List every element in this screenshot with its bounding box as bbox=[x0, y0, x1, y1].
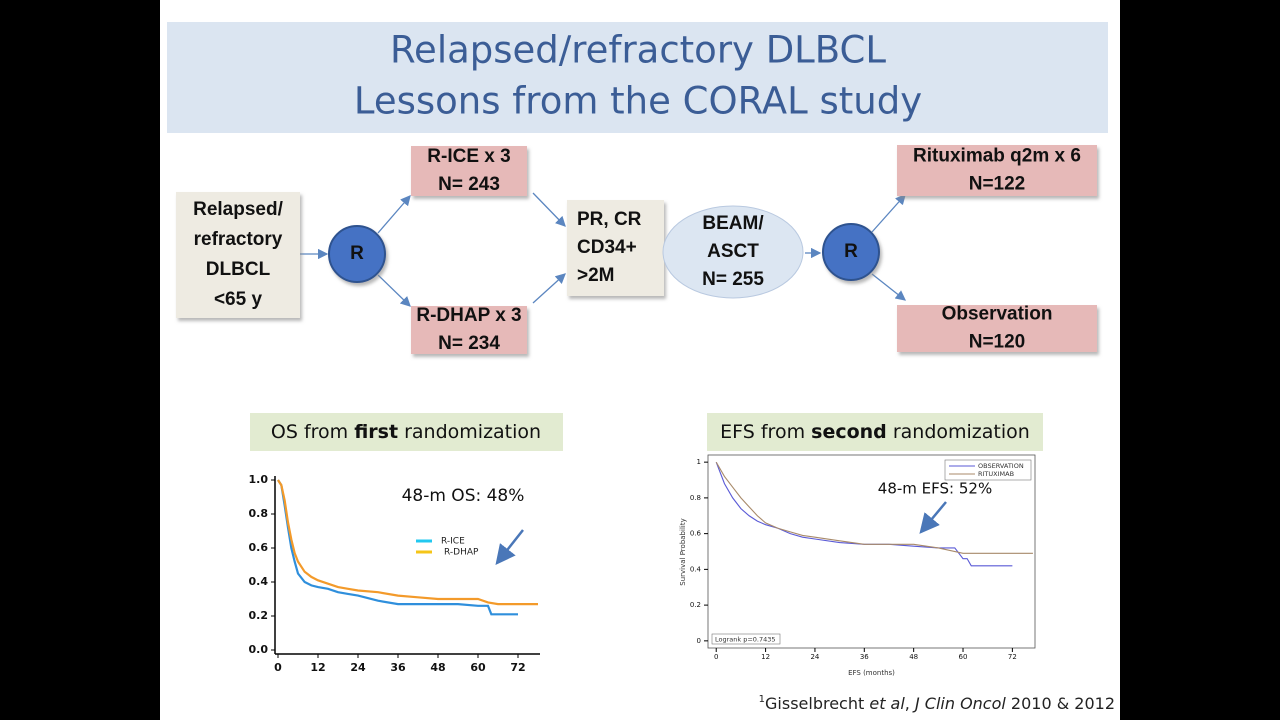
heading-part: randomization bbox=[887, 421, 1030, 443]
y-tick-label: 0.4 bbox=[690, 565, 702, 573]
legend-label: RITUXIMAB bbox=[978, 470, 1014, 478]
y-tick-label: 0.4 bbox=[249, 575, 269, 588]
survival-curve bbox=[715, 461, 1033, 554]
node-label: N=120 bbox=[969, 332, 1026, 353]
node-label: R-DHAP x 3 bbox=[416, 305, 521, 326]
title-band bbox=[167, 22, 1108, 133]
node-label: ASCT bbox=[707, 241, 759, 262]
legend-box bbox=[944, 459, 1032, 481]
node-label: <65 y bbox=[214, 289, 263, 310]
node-label: Observation bbox=[942, 304, 1053, 325]
footnote-part: et al bbox=[869, 694, 905, 713]
footnote-part: 2010 & 2012 bbox=[1006, 694, 1115, 713]
x-tick-label: 60 bbox=[959, 653, 968, 661]
y-tick-label: 0.0 bbox=[249, 643, 269, 656]
node-circle bbox=[328, 225, 386, 283]
y-tick-label: 0.2 bbox=[690, 601, 701, 609]
x-tick-label: 72 bbox=[510, 661, 525, 674]
node-label: Rituximab q2m x 6 bbox=[913, 146, 1081, 167]
y-tick-label: 0.8 bbox=[249, 507, 269, 520]
x-tick-label: 36 bbox=[860, 653, 869, 661]
node-box bbox=[897, 145, 1097, 196]
node-box bbox=[567, 200, 664, 296]
y-tick-label: 0 bbox=[697, 637, 701, 645]
legend-label: R-ICE bbox=[441, 537, 465, 547]
node-label: N= 255 bbox=[702, 269, 764, 290]
node-label: N=122 bbox=[969, 174, 1026, 195]
node-label: PR, CR bbox=[577, 209, 642, 230]
y-tick-label: 0.6 bbox=[690, 530, 702, 538]
heading-part: OS from bbox=[271, 421, 354, 443]
node-label: Relapsed/ bbox=[193, 199, 283, 220]
x-tick-label: 12 bbox=[310, 661, 325, 674]
x-tick-label: 48 bbox=[909, 653, 918, 661]
annotation: 48-m EFS: 52% bbox=[878, 480, 992, 498]
footnote-part: Gisselbrecht bbox=[765, 694, 869, 713]
x-axis-label: EFS (months) bbox=[848, 669, 895, 677]
heading-part: first bbox=[354, 421, 398, 443]
y-tick-label: 0.2 bbox=[249, 609, 269, 622]
node-label: R bbox=[844, 241, 858, 262]
node-box bbox=[411, 306, 527, 354]
y-tick-label: 0.6 bbox=[249, 541, 269, 554]
x-tick-label: 36 bbox=[390, 661, 406, 674]
y-tick-label: 0.8 bbox=[690, 494, 701, 502]
x-tick-label: 24 bbox=[810, 653, 819, 661]
connectors bbox=[300, 192, 947, 565]
node-label: DLBCL bbox=[206, 259, 271, 280]
footnote: 1Gisselbrecht et al, J Clin Oncol 2010 &… bbox=[759, 694, 1115, 713]
node-label: N= 234 bbox=[438, 333, 500, 354]
y-tick-label: 1 bbox=[697, 458, 701, 466]
y-axis-label: Survival Probability bbox=[679, 518, 687, 585]
plot-frame bbox=[707, 454, 1036, 649]
heading-part: second bbox=[811, 421, 887, 443]
x-tick-label: 12 bbox=[761, 653, 770, 661]
node-box bbox=[897, 305, 1097, 352]
x-tick-label: 72 bbox=[1008, 653, 1017, 661]
heading-box bbox=[707, 413, 1043, 451]
node-label: R-ICE x 3 bbox=[427, 146, 510, 167]
note-box bbox=[711, 633, 781, 645]
title: Lessons from the CORAL study bbox=[354, 80, 922, 123]
title: Relapsed/refractory DLBCL bbox=[390, 29, 886, 72]
x-tick-label: 60 bbox=[470, 661, 486, 674]
footnote-part: 1 bbox=[759, 694, 765, 705]
x-tick-label: 0 bbox=[714, 653, 718, 661]
note: Logrank p=0.7435 bbox=[715, 636, 776, 644]
node-label: R bbox=[350, 243, 364, 264]
legend-label: OBSERVATION bbox=[978, 462, 1024, 470]
node-label: CD34+ bbox=[577, 237, 637, 258]
node-box bbox=[176, 192, 300, 318]
heading-box bbox=[250, 413, 563, 451]
node-label: refractory bbox=[194, 229, 283, 250]
heading-part: randomization bbox=[398, 421, 541, 443]
node-box bbox=[411, 146, 527, 196]
survival-curve bbox=[277, 479, 538, 606]
legend-label: R-DHAP bbox=[444, 548, 479, 558]
annotation: 48-m OS: 48% bbox=[402, 486, 525, 506]
footnote-part: J Clin Oncol bbox=[912, 694, 1006, 713]
node-label: N= 243 bbox=[438, 174, 500, 195]
heading-part: EFS from bbox=[720, 421, 811, 443]
x-tick-label: 0 bbox=[274, 661, 282, 674]
y-tick-label: 1.0 bbox=[249, 473, 269, 486]
panel-heading: EFS from second randomization bbox=[720, 421, 1030, 443]
node-label: >2M bbox=[577, 265, 615, 286]
survival-curve bbox=[277, 479, 518, 616]
footnote-part: , bbox=[905, 694, 915, 713]
x-tick-label: 24 bbox=[350, 661, 366, 674]
panel-heading: OS from first randomization bbox=[271, 421, 541, 443]
node-label: BEAM/ bbox=[702, 213, 764, 234]
x-tick-label: 48 bbox=[430, 661, 445, 674]
node-ellipse bbox=[662, 205, 804, 299]
node-circle bbox=[822, 223, 880, 281]
survival-curve bbox=[715, 461, 1013, 567]
